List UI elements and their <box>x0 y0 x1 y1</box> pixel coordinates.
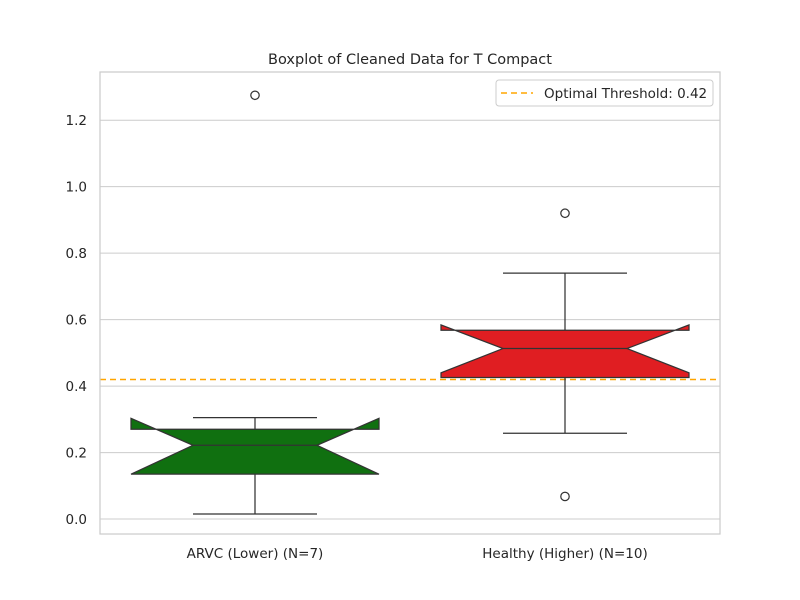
boxes-layer <box>130 90 690 515</box>
notched-box <box>130 417 380 475</box>
plot-frame <box>99 71 721 535</box>
outlier-point <box>250 90 260 101</box>
legend: Optimal Threshold: 0.42 <box>495 79 714 107</box>
x-tick-label: ARVC (Lower) (N=7) <box>187 546 324 562</box>
box-group <box>440 208 690 502</box>
y-tick-label: 1.0 <box>66 180 87 196</box>
y-tick-label: 0.2 <box>66 446 87 462</box>
x-tick-label: Healthy (Higher) (N=10) <box>482 546 647 562</box>
outlier-point <box>560 491 570 502</box>
legend-threshold-label: Optimal Threshold: 0.42 <box>544 86 707 102</box>
tick-labels: 0.0 0.2 0.4 0.6 0.8 1.0 1.2 ARVC (Lower) (N=7) H… <box>66 113 648 562</box>
y-tick-label: 1.2 <box>66 113 87 129</box>
box-group <box>130 90 380 515</box>
y-tick-label: 0.6 <box>66 313 87 329</box>
y-tick-label: 0.8 <box>66 246 87 262</box>
y-tick-label: 0.0 <box>66 512 87 528</box>
chart-title: Boxplot of Cleaned Data for T Compact <box>268 52 552 68</box>
outlier-point <box>560 208 570 219</box>
notched-box <box>440 324 690 379</box>
y-tick-label: 0.4 <box>66 379 87 395</box>
legend-frame <box>495 79 714 107</box>
